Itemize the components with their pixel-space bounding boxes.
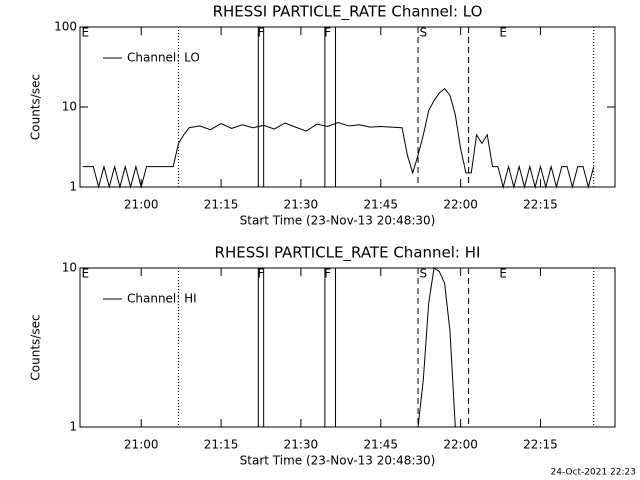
x-tick-label: 21:15: [204, 198, 239, 212]
x-tick-label: 21:15: [204, 438, 239, 452]
event-label: F: [324, 267, 331, 281]
plot-frame: [79, 26, 616, 188]
y-tick-label: 10: [62, 100, 77, 114]
x-tick-label: 22:15: [523, 198, 558, 212]
y-tick-label: 100: [54, 20, 77, 34]
data-line: [82, 87, 595, 189]
y-tick-label: 1: [69, 420, 77, 434]
x-tick-label: 21:45: [363, 198, 398, 212]
y-tick-label: 10: [62, 261, 77, 275]
x-tick-label: 22:00: [443, 438, 478, 452]
event-label: S: [420, 267, 428, 281]
x-tick-label: 22:00: [443, 198, 478, 212]
event-label: F: [258, 267, 265, 281]
chart-title: RHESSI PARTICLE_RATE Channel: LO: [213, 3, 483, 22]
legend-label: Channel: HI: [127, 292, 197, 306]
y-axis-label: Counts/sec: [29, 314, 43, 380]
data-line: [82, 267, 594, 428]
event-label: E: [82, 26, 90, 40]
legend-label: Channel: LO: [127, 51, 200, 65]
footer-date: 24-Oct-2021 22:23: [551, 468, 636, 478]
chart-title: RHESSI PARTICLE_RATE Channel: HI: [215, 244, 481, 263]
x-tick-label: 21:45: [363, 438, 398, 452]
event-label: F: [258, 26, 265, 40]
event-label: E: [82, 267, 90, 281]
event-label: F: [324, 26, 331, 40]
event-label: E: [499, 267, 507, 281]
event-label: E: [499, 26, 507, 40]
plot-frame: [79, 267, 616, 428]
x-axis-label: Start Time (23-Nov-13 20:48:30): [240, 454, 436, 468]
event-label: S: [420, 26, 428, 40]
x-tick-label: 21:30: [284, 198, 319, 212]
x-tick-label: 21:30: [284, 438, 319, 452]
x-axis-label: Start Time (23-Nov-13 20:48:30): [240, 214, 436, 228]
y-axis-label: Counts/sec: [29, 74, 43, 140]
y-tick-label: 1: [69, 180, 77, 194]
x-tick-label: 22:15: [523, 438, 558, 452]
x-tick-label: 21:00: [124, 198, 159, 212]
x-tick-label: 21:00: [124, 438, 159, 452]
